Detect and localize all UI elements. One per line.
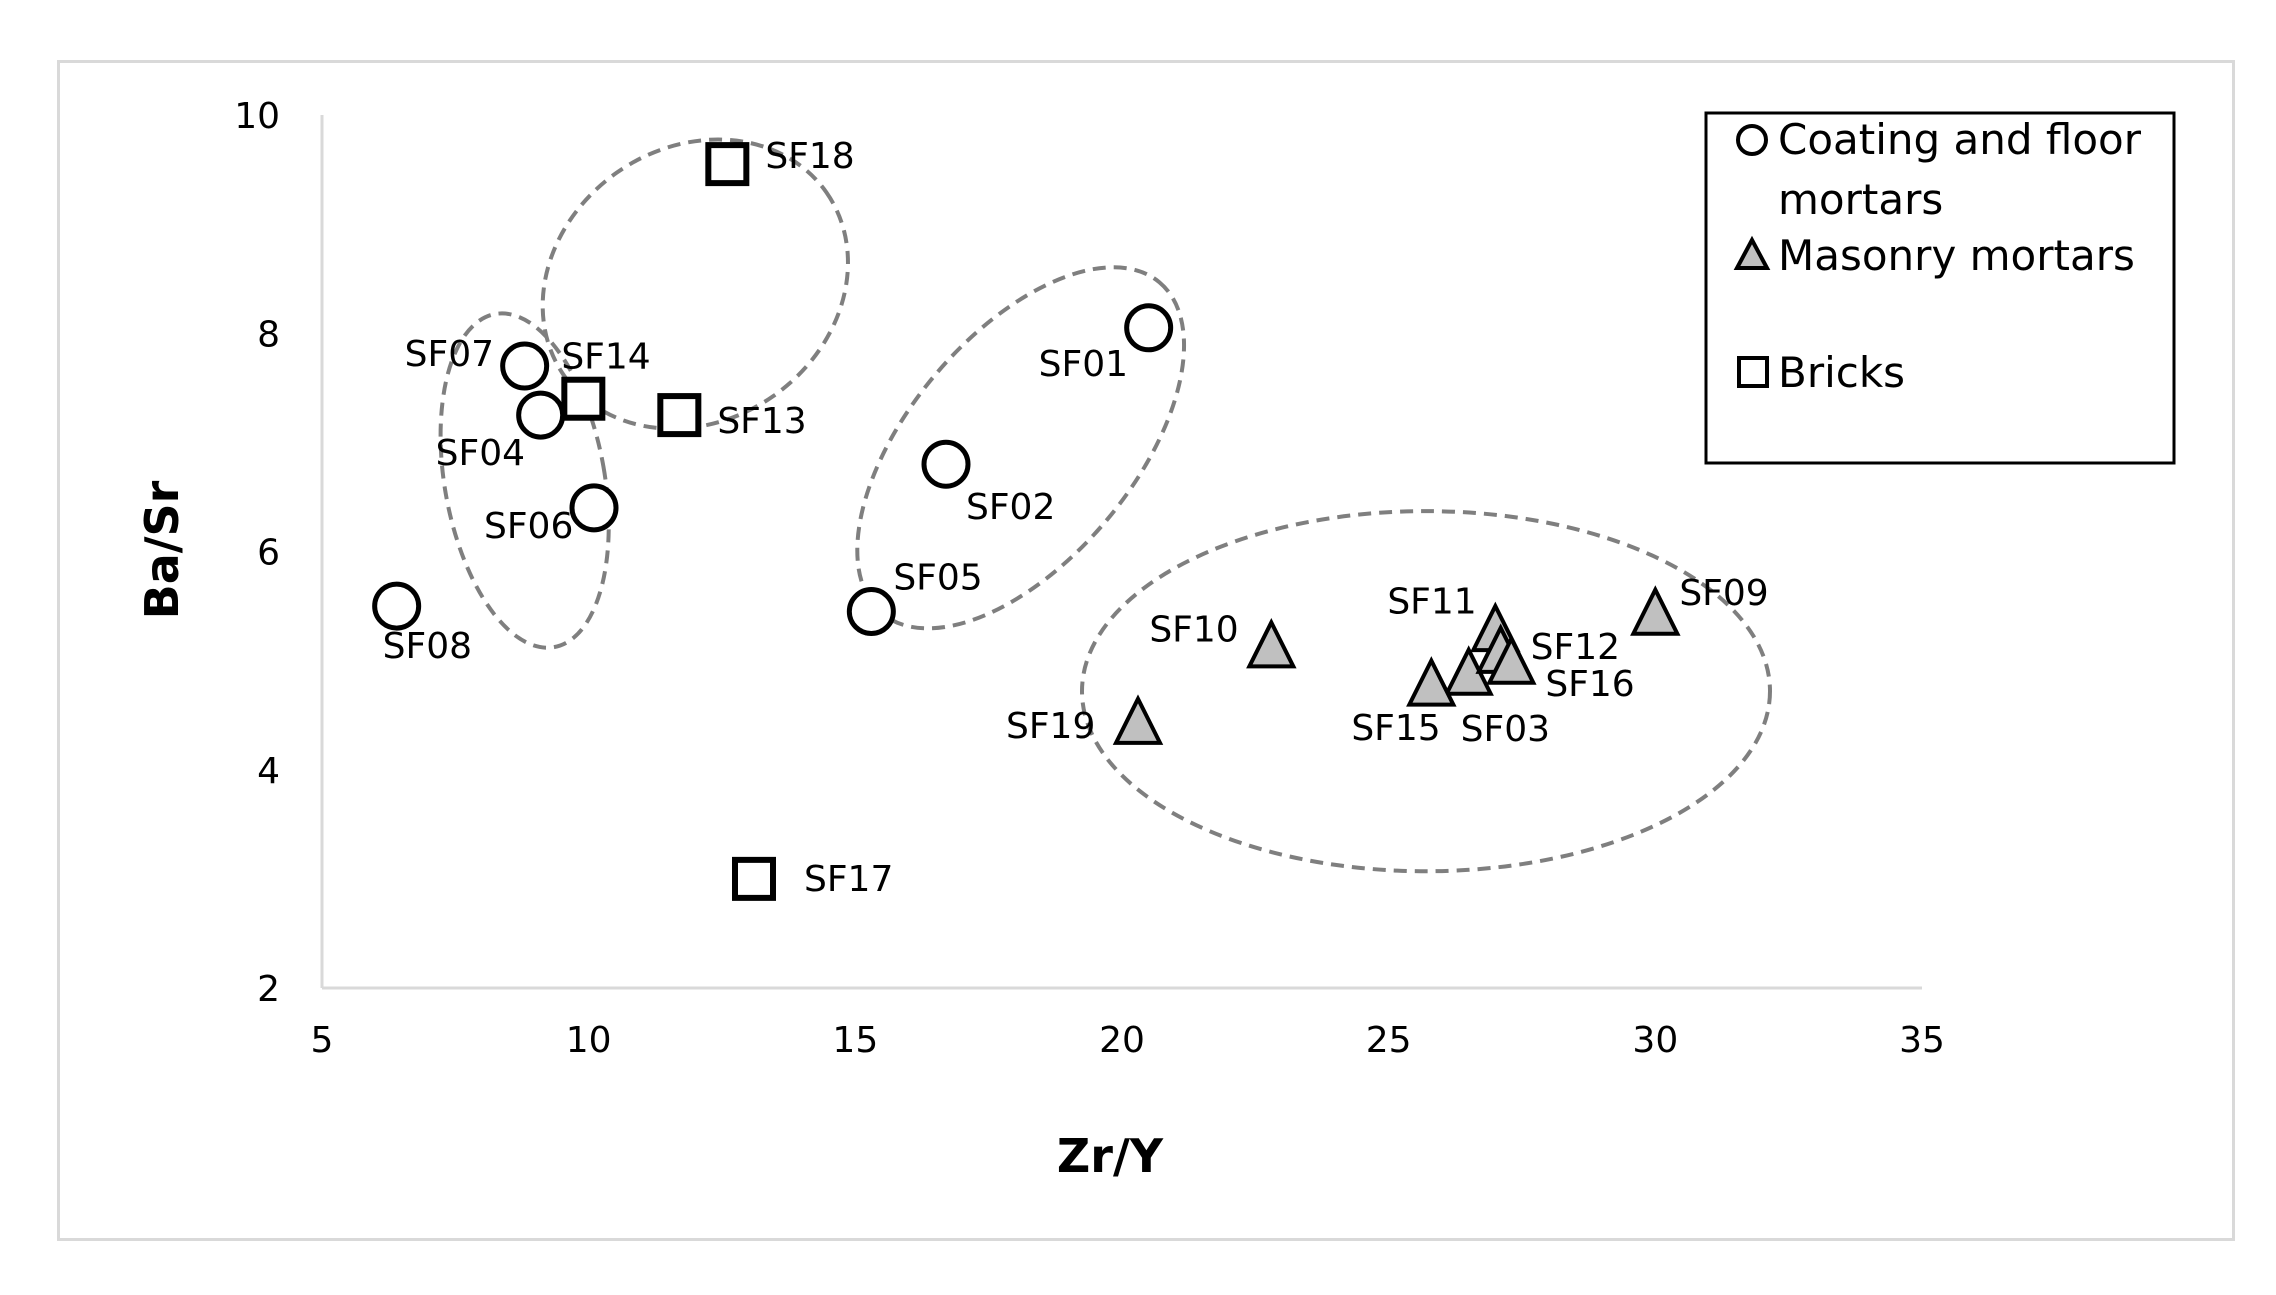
y-tick-label: 10	[234, 96, 280, 137]
point-label: SF07	[405, 334, 494, 375]
group-ellipse	[1080, 509, 1772, 874]
group-ellipse	[540, 137, 850, 431]
point-label: SF01	[1039, 344, 1128, 385]
legend-label-bricks: Bricks	[1778, 348, 1905, 397]
point-sf09	[1630, 585, 1681, 636]
point-sf04	[516, 390, 566, 440]
group-ellipse	[438, 311, 611, 650]
point-label: SF03	[1461, 709, 1550, 750]
point-label: SF18	[765, 136, 854, 177]
legend-label-line: Coating and floor	[1778, 115, 2142, 164]
point-label: SF06	[484, 506, 573, 547]
point-sf08	[372, 581, 422, 631]
point-sf06	[569, 483, 619, 533]
legend: Coating and floor mortars Masonry mortars B…	[1704, 111, 2176, 465]
x-tick-label: 30	[1632, 1020, 1678, 1061]
y-tick-label: 8	[257, 314, 280, 355]
point-sf19	[1112, 694, 1164, 745]
x-axis-title: Zr/Y	[1057, 1129, 1164, 1183]
point-sf07	[500, 341, 550, 391]
axes: 5 10 15 20 25 30 35 2 4 6 8 10	[234, 96, 1945, 1061]
point-label: SF09	[1679, 573, 1768, 614]
point-label: SF08	[383, 626, 472, 667]
legend-marker-triangle	[1733, 235, 1771, 270]
point-label: SF04	[436, 433, 525, 474]
legend-label-line: mortars	[1778, 175, 1943, 224]
point-label: SF02	[966, 487, 1055, 528]
y-axis-title: Ba/Sr	[135, 480, 189, 619]
legend-label-masonry: Masonry mortars	[1778, 231, 2135, 280]
point-label: SF05	[893, 558, 982, 599]
legend-box	[1704, 111, 2176, 465]
legend-marker-square	[1737, 356, 1769, 388]
data-points: SF01 SF02 SF04 SF05 SF06 SF07 SF08 SF03 SF09 SF10…	[372, 136, 1769, 901]
point-label: SF14	[561, 337, 650, 378]
y-tick-label: 2	[257, 969, 280, 1010]
point-sf10	[1246, 617, 1297, 669]
x-tick-label: 35	[1899, 1020, 1945, 1061]
point-label: SF17	[804, 859, 893, 900]
point-label: SF15	[1351, 708, 1440, 749]
point-sf01	[1124, 303, 1174, 353]
point-sf05	[846, 587, 896, 637]
point-label: SF10	[1149, 610, 1238, 651]
y-tick-label: 4	[257, 751, 280, 792]
point-sf15	[1406, 656, 1457, 707]
x-tick-label: 20	[1099, 1020, 1145, 1061]
legend-label-coating: Coating and floor mortars	[1778, 115, 2142, 224]
x-tick-label: 25	[1366, 1020, 1412, 1061]
chart-frame	[57, 60, 2235, 1241]
point-label: SF11	[1387, 581, 1476, 622]
x-tick-label: 5	[311, 1020, 334, 1061]
point-sf17	[732, 856, 776, 901]
point-label: SF12	[1531, 627, 1620, 668]
point-label: SF13	[717, 401, 806, 442]
point-sf13	[657, 393, 702, 438]
point-sf02	[921, 439, 971, 489]
group-outlines	[438, 137, 1772, 874]
legend-marker-circle	[1736, 124, 1768, 156]
point-sf14	[561, 376, 606, 421]
point-label: SF16	[1545, 664, 1634, 705]
x-tick-label: 15	[832, 1020, 878, 1061]
x-tick-label: 10	[566, 1020, 612, 1061]
point-label: SF19	[1006, 706, 1095, 747]
point-sf18	[705, 142, 750, 187]
point-sf16	[1486, 634, 1537, 685]
y-tick-label: 6	[257, 533, 280, 574]
